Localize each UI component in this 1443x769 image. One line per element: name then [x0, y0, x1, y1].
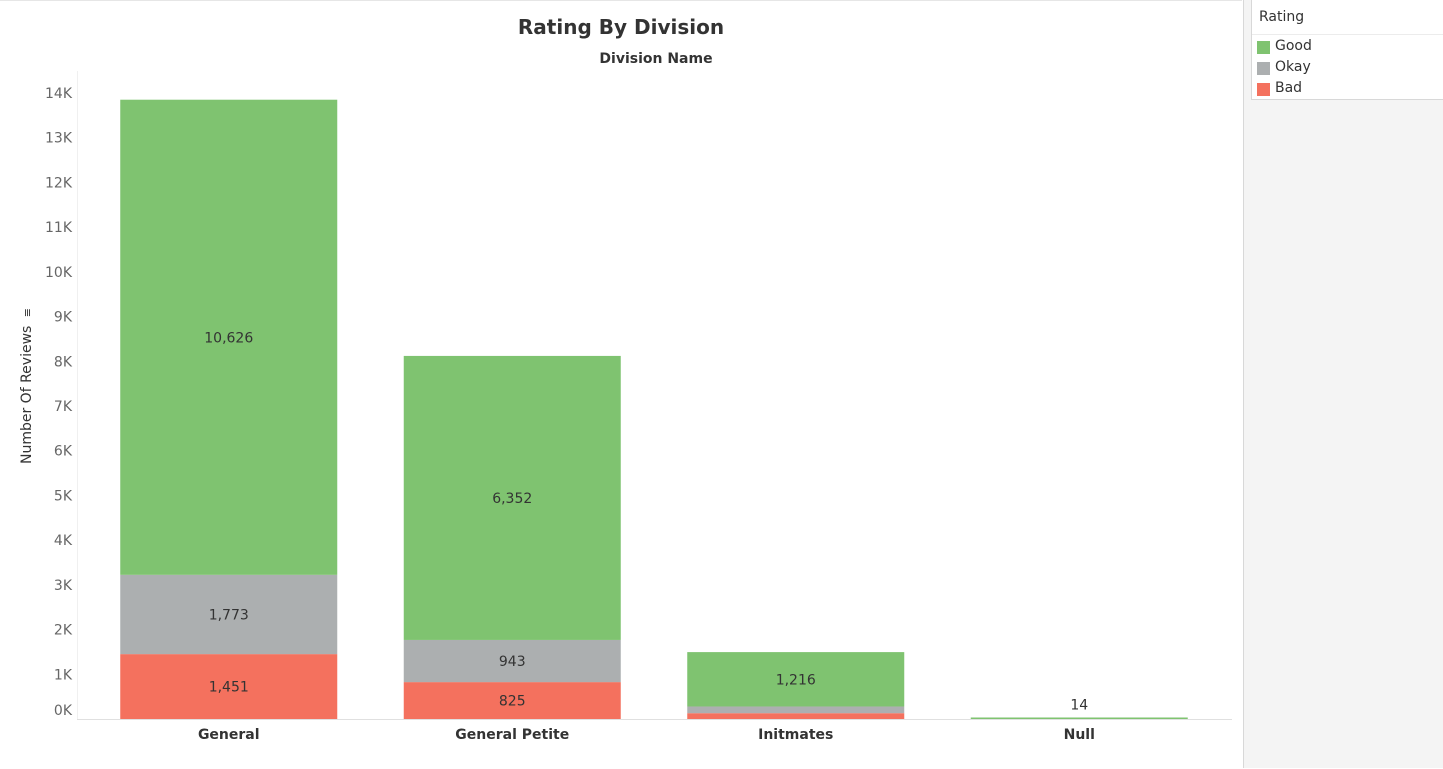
bar-general-bad: [120, 654, 338, 719]
legend-swatch: [1257, 41, 1270, 54]
data-label: 6,352: [492, 491, 532, 507]
y-tick-label: 7K: [54, 399, 73, 415]
data-label: 14: [1070, 698, 1088, 714]
y-tick-label: 0K: [54, 703, 73, 719]
data-label: 10,626: [204, 330, 253, 346]
legend-panel: Rating Good Okay Bad: [1243, 0, 1443, 768]
data-label: 1,216: [776, 672, 816, 688]
column-header-label: Division Name: [599, 51, 713, 67]
bar-initmates-bad: [687, 713, 905, 719]
y-tick-label: 8K: [54, 354, 73, 370]
y-tick-label: 1K: [54, 667, 73, 683]
legend-title: Rating: [1259, 9, 1305, 25]
legend-label: Bad: [1275, 80, 1303, 96]
bar-general-good: [120, 99, 338, 575]
bar-initmates-okay: [687, 706, 905, 714]
legend: Rating Good Okay Bad: [1251, 0, 1443, 100]
y-tick-label: 6K: [54, 444, 73, 460]
data-label: 1,773: [209, 607, 249, 623]
y-tick-label: 13K: [45, 131, 73, 147]
legend-label: Okay: [1275, 59, 1311, 75]
x-tick-label: General Petite: [455, 727, 569, 743]
y-tick-label: 10K: [45, 265, 73, 281]
y-tick-label: 9K: [54, 310, 73, 326]
chart-title: Rating By Division: [517, 15, 725, 39]
y-tick-label: 11K: [45, 220, 73, 236]
legend-label: Good: [1275, 38, 1312, 54]
data-label: 1,451: [209, 680, 249, 696]
legend-divider: [1252, 34, 1443, 35]
legend-swatch: [1257, 62, 1270, 75]
bar-chart-plot: 0K 1K 2K 3K 4K 5K 6K 7K 8K 9K 10K 11K 12K 13K 14K 1,451…: [45, 71, 1232, 743]
y-tick-label: 3K: [54, 578, 73, 594]
x-tick-label: Null: [1064, 727, 1095, 743]
y-tick-label: 2K: [54, 623, 73, 639]
y-tick-label: 4K: [54, 533, 73, 549]
chart-area: Rating By Division Division Name Number …: [0, 0, 1242, 743]
bar-general-petite-bad: [403, 682, 621, 719]
y-tick-label: 14K: [45, 86, 73, 102]
bar-general-petite-okay: [403, 639, 621, 683]
y-tick-label: 5K: [54, 488, 73, 504]
bar-general-petite-good: [403, 355, 621, 640]
data-label: 825: [499, 694, 526, 710]
x-tick-label: Initmates: [758, 727, 833, 743]
y-tick-label: 12K: [45, 175, 73, 191]
bar-null-good: [970, 717, 1188, 719]
bar-initmates-good: [687, 652, 905, 707]
legend-swatch: [1257, 83, 1270, 96]
bar-general-okay: [120, 574, 338, 655]
data-label: 943: [499, 654, 526, 670]
x-tick-label: General: [198, 727, 260, 743]
